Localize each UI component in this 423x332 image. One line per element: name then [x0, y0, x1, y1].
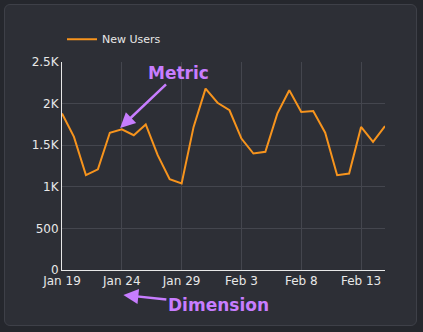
svg-text:Jan 29: Jan 29 — [162, 274, 201, 288]
svg-text:Feb 3: Feb 3 — [225, 274, 258, 288]
svg-text:Dimension: Dimension — [168, 295, 269, 315]
svg-text:1K: 1K — [43, 180, 60, 194]
svg-text:Jan 24: Jan 24 — [102, 274, 141, 288]
svg-text:2.5K: 2.5K — [32, 55, 60, 69]
svg-text:Jan 19: Jan 19 — [42, 274, 81, 288]
svg-text:Feb 13: Feb 13 — [341, 274, 381, 288]
svg-text:Feb 8: Feb 8 — [285, 274, 318, 288]
svg-text:500: 500 — [36, 222, 59, 236]
svg-text:2K: 2K — [43, 97, 60, 111]
svg-text:1.5K: 1.5K — [32, 138, 60, 152]
svg-text:Metric: Metric — [148, 63, 209, 83]
svg-text:New Users: New Users — [102, 33, 161, 46]
svg-text:0: 0 — [51, 263, 59, 277]
